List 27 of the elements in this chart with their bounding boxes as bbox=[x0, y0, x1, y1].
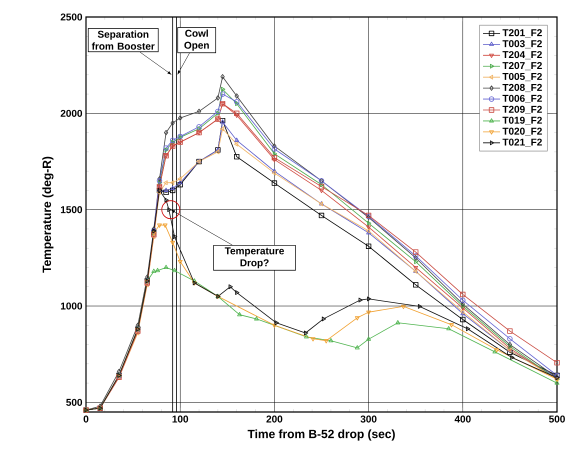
legend-label: T019_F2 bbox=[502, 116, 542, 125]
y-tick-label: 1000 bbox=[60, 302, 82, 310]
legend-label: T201_F2 bbox=[502, 29, 542, 38]
legend-label: T207_F2 bbox=[502, 62, 542, 70]
x-axis-title: Time from B-52 drop (sec) bbox=[248, 429, 395, 441]
x-tick-label: 200 bbox=[266, 416, 282, 423]
annotation: Separation from Booster bbox=[92, 30, 155, 50]
legend-label: T204_F2 bbox=[502, 51, 542, 60]
x-tick-label: 300 bbox=[360, 416, 377, 423]
annotation: Temperature Drop? bbox=[224, 247, 284, 268]
legend-label: T209_F2 bbox=[502, 106, 542, 114]
x-tick-label: 0 bbox=[84, 416, 88, 423]
annotation: Cowl Open bbox=[184, 29, 209, 51]
legend-label: T208_F2 bbox=[502, 84, 542, 92]
y-axis-title: Temperature (deg-R) bbox=[42, 156, 54, 273]
legend-label: T003_F2 bbox=[502, 40, 542, 48]
x-tick-label: 500 bbox=[549, 416, 565, 423]
legend-label: T021_F2 bbox=[502, 138, 542, 147]
x-tick-label: 100 bbox=[172, 416, 188, 423]
legend-label: T005_F2 bbox=[502, 72, 542, 82]
y-tick-label: 2000 bbox=[60, 110, 82, 117]
legend-label: T020_F2 bbox=[502, 128, 542, 136]
legend-label: T006_F2 bbox=[502, 94, 542, 104]
x-tick-label: 400 bbox=[454, 416, 471, 423]
y-tick-label: 500 bbox=[66, 398, 82, 406]
y-tick-label: 1500 bbox=[60, 206, 82, 214]
y-tick-label: 2500 bbox=[60, 13, 82, 21]
